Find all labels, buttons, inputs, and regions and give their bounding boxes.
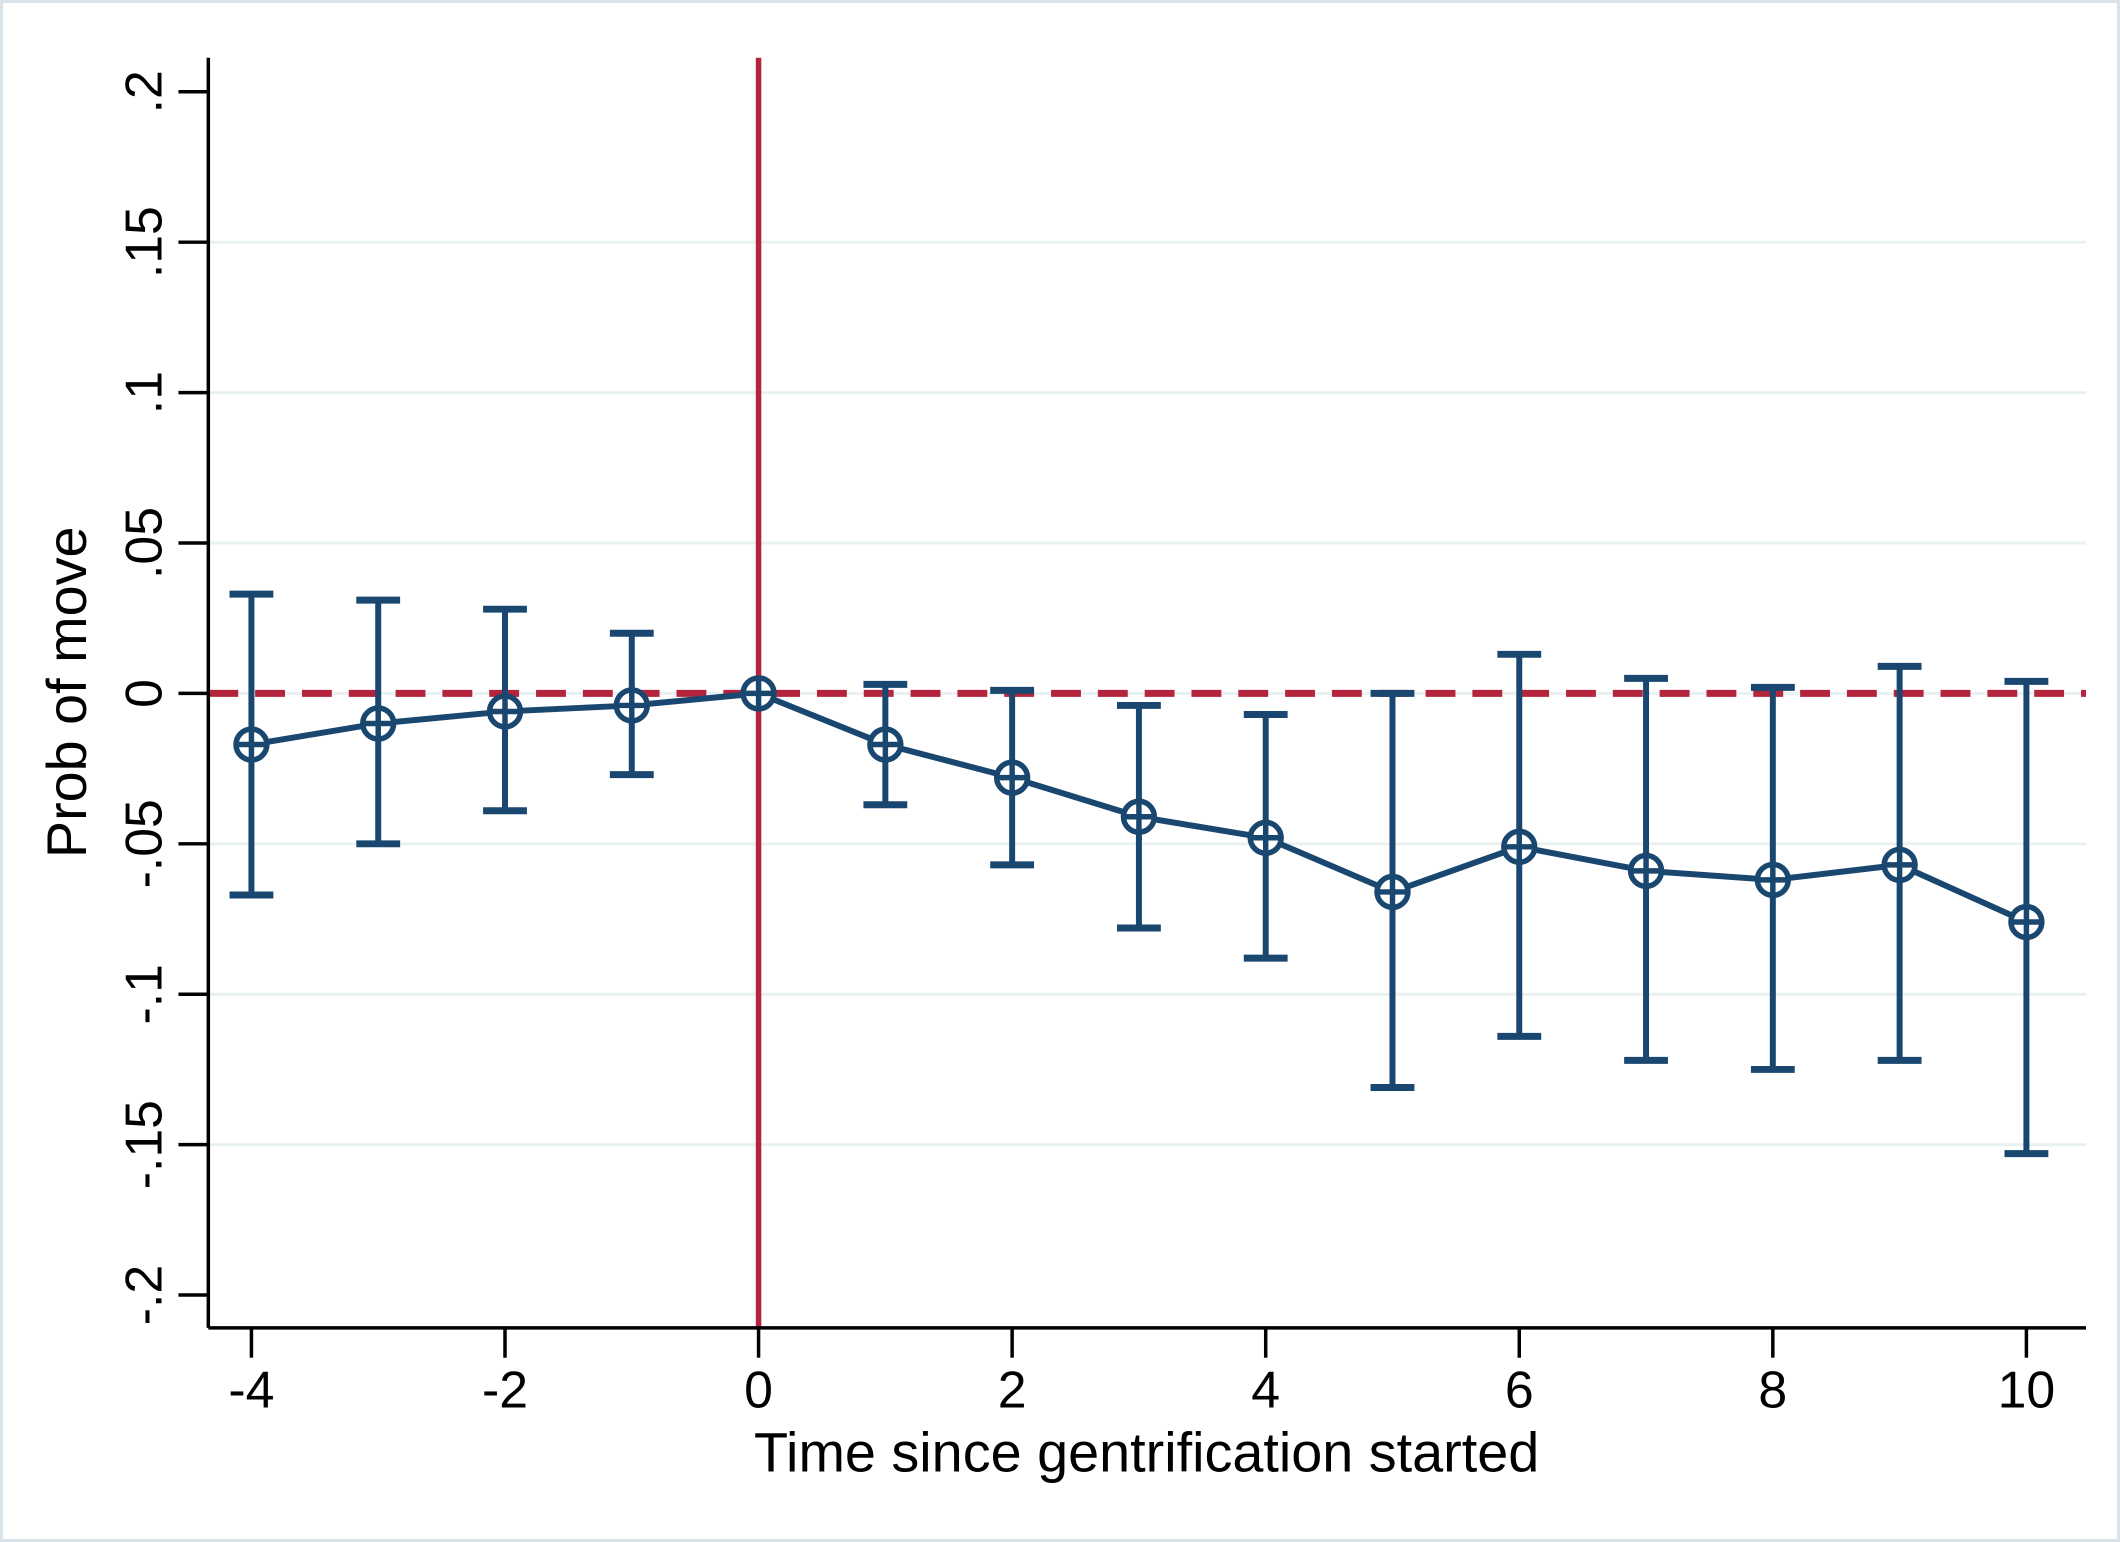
- x-tick-label: 10: [1998, 1361, 2056, 1419]
- x-tick-label: 2: [998, 1361, 1027, 1419]
- y-tick-label: -.1: [115, 964, 173, 1024]
- x-tick-label: -2: [482, 1361, 528, 1419]
- y-axis-title: Prob of move: [36, 526, 98, 858]
- y-tick-label: .15: [115, 206, 173, 278]
- reference-lines: [208, 57, 2086, 1328]
- y-tick-label: .2: [115, 70, 173, 113]
- y-tick-label: -.2: [115, 1265, 173, 1325]
- axes: [178, 57, 2086, 1358]
- x-tick-label: 6: [1505, 1361, 1534, 1419]
- y-tick-label: -.05: [115, 799, 173, 888]
- tick-labels: .2 .15 .1 .05 0 -.05 -.1 -.15 -.2 -4 -2 0 2 4 6 8 10: [115, 70, 2056, 1418]
- data-series: [229, 590, 2049, 1158]
- x-tick-label: -4: [228, 1361, 274, 1419]
- y-tick-label: -.15: [115, 1100, 173, 1189]
- y-tick-label: 0: [115, 679, 173, 708]
- x-tick-label: 0: [744, 1361, 773, 1419]
- y-tick-label: .1: [115, 371, 173, 414]
- gridlines: [208, 240, 2086, 1147]
- y-tick-label: .05: [115, 507, 173, 579]
- x-tick-label: 4: [1251, 1361, 1280, 1419]
- x-axis-title: Time since gentrification started: [754, 1421, 1539, 1483]
- event-study-chart: .2 .15 .1 .05 0 -.05 -.1 -.15 -.2 -4 -2 0 2 4 6 8 10 Pro…: [36, 57, 2086, 1483]
- x-tick-label: 8: [1758, 1361, 1787, 1419]
